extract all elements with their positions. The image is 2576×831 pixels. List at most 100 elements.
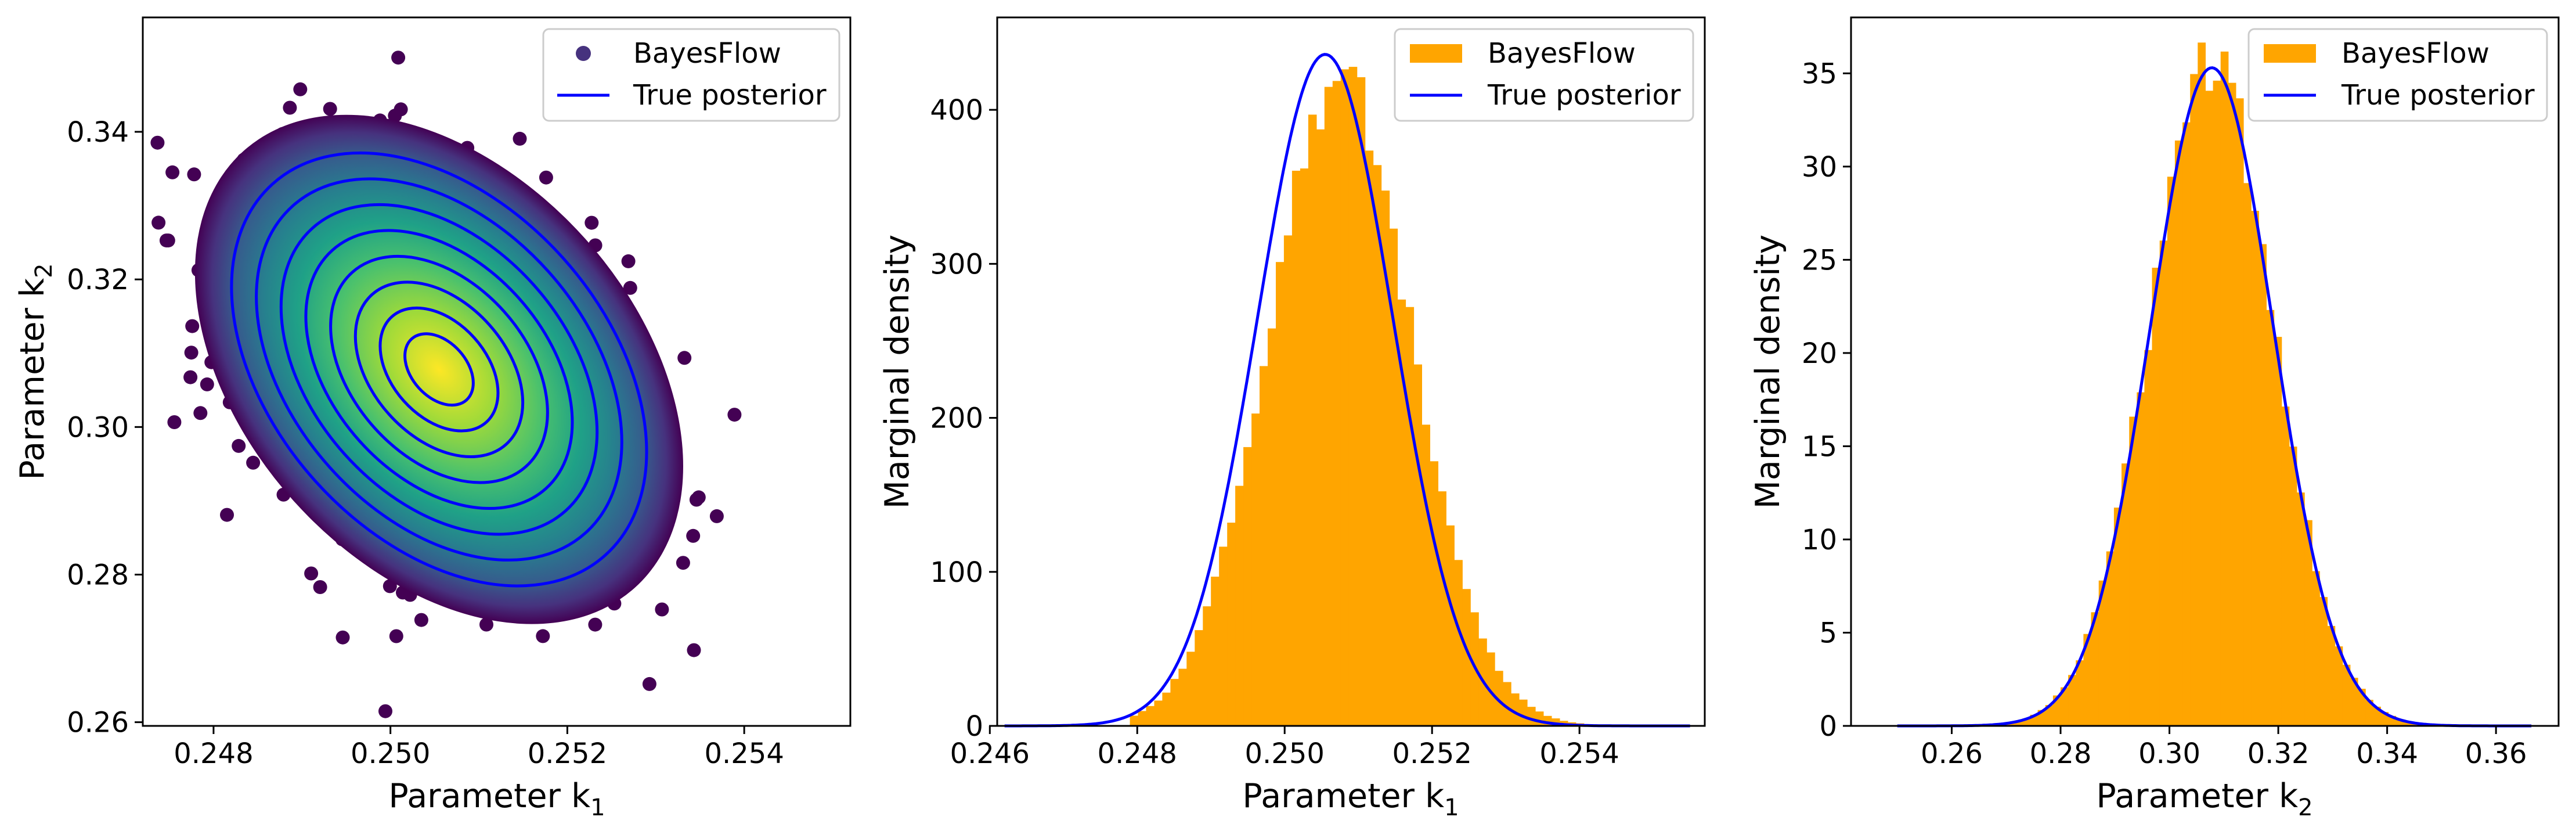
histogram-bar bbox=[2144, 350, 2153, 726]
legend-box bbox=[542, 28, 840, 122]
histogram-bar bbox=[2266, 310, 2275, 726]
y-tick-label: 0.28 bbox=[67, 559, 129, 591]
histogram-bar bbox=[2395, 719, 2404, 726]
y-axis-label: Marginal density bbox=[878, 235, 917, 509]
sample-point bbox=[727, 408, 742, 422]
histogram-bar bbox=[1283, 235, 1293, 726]
sample-point bbox=[323, 102, 337, 116]
histogram-bar bbox=[2228, 82, 2236, 726]
histogram-bar bbox=[1438, 491, 1446, 726]
histogram-bar bbox=[1235, 485, 1244, 726]
sample-point bbox=[283, 100, 297, 115]
sample-point bbox=[642, 677, 656, 691]
histogram-bar bbox=[1211, 577, 1220, 726]
histogram-bar bbox=[1260, 366, 1268, 726]
plot-frame bbox=[142, 16, 852, 727]
sample-point bbox=[655, 602, 669, 617]
legend-label-true-posterior: True posterior bbox=[1487, 79, 1681, 111]
contour-line bbox=[304, 229, 574, 510]
histogram-bar bbox=[1146, 706, 1155, 726]
x-tick-label: 0.254 bbox=[704, 738, 784, 770]
x-axis-label: Parameter k1 bbox=[388, 777, 605, 821]
histogram-bar bbox=[2373, 706, 2381, 726]
histogram-bar bbox=[1535, 711, 1544, 726]
histogram-bar bbox=[2061, 687, 2069, 726]
histogram-bar bbox=[2152, 268, 2160, 726]
y-axis-ticks: 0 100 200 300 400 bbox=[930, 94, 997, 743]
contour-line bbox=[230, 151, 648, 588]
histogram-bar bbox=[1356, 77, 1366, 726]
y-tick-label: 35 bbox=[1802, 57, 1837, 90]
histogram-bar bbox=[2083, 634, 2092, 726]
y-tick-label: 15 bbox=[1802, 430, 1837, 463]
histogram-bar bbox=[2243, 183, 2252, 726]
sample-point bbox=[193, 406, 208, 420]
histogram-bar bbox=[1340, 69, 1350, 726]
histogram-bar bbox=[2365, 700, 2373, 726]
y-tick-label: 5 bbox=[1819, 617, 1837, 649]
histogram-bar bbox=[2289, 447, 2297, 726]
y-tick-label: 400 bbox=[930, 94, 983, 127]
y-tick-label: 200 bbox=[930, 402, 983, 435]
histogram-bar bbox=[1178, 668, 1187, 726]
x-tick-label: 0.26 bbox=[1921, 738, 1983, 770]
sample-point bbox=[677, 351, 692, 365]
histogram-bar bbox=[2205, 91, 2214, 726]
contour-line bbox=[353, 280, 525, 458]
x-tick-label: 0.36 bbox=[2465, 738, 2527, 770]
histogram-bar bbox=[2052, 695, 2061, 726]
histogram-bar bbox=[2335, 646, 2343, 726]
x-tick-label: 0.32 bbox=[2247, 738, 2310, 770]
histogram-bar bbox=[2076, 660, 2084, 726]
histogram-bar bbox=[1495, 671, 1503, 726]
histogram-bar bbox=[2106, 551, 2115, 726]
histogram-bar bbox=[1300, 168, 1309, 726]
histogram-bar bbox=[1454, 560, 1463, 726]
histogram-bar bbox=[2190, 74, 2198, 726]
histogram-bar bbox=[2350, 678, 2358, 726]
sample-point bbox=[150, 135, 165, 150]
legend: BayesFlow True posterior bbox=[2247, 28, 2548, 122]
histogram-bar bbox=[2358, 689, 2366, 726]
histogram-bar bbox=[2319, 597, 2328, 726]
sample-point bbox=[293, 82, 308, 96]
contour-line bbox=[378, 306, 500, 433]
y-tick-label: 0 bbox=[965, 710, 983, 743]
histogram-bar bbox=[1251, 413, 1260, 726]
histogram-bar bbox=[1276, 262, 1285, 726]
legend-label-true-posterior: True posterior bbox=[633, 79, 827, 111]
x-tick-label: 0.252 bbox=[528, 738, 607, 770]
x-axis-ticks: 0.248 0.250 0.252 0.254 bbox=[174, 726, 784, 770]
histogram-bar bbox=[1227, 523, 1236, 726]
histogram-bar bbox=[2297, 492, 2305, 726]
histogram-bar bbox=[2403, 721, 2412, 726]
histogram-bar bbox=[1487, 652, 1495, 726]
histogram-bar bbox=[1389, 228, 1398, 726]
sample-point bbox=[391, 51, 406, 65]
y-tick-label: 20 bbox=[1802, 337, 1837, 370]
histogram-bar bbox=[1381, 190, 1390, 726]
histogram-bar bbox=[2129, 416, 2137, 726]
histogram-bar bbox=[1195, 630, 1203, 726]
histogram-bar bbox=[2113, 508, 2122, 726]
histogram-bar bbox=[2068, 675, 2076, 726]
histogram-bar bbox=[1527, 707, 1536, 726]
histogram-bar bbox=[1332, 81, 1341, 726]
x-tick-label: 0.28 bbox=[2030, 738, 2092, 770]
histogram-bar bbox=[1511, 693, 1520, 726]
sample-point bbox=[200, 377, 214, 391]
histogram-bar bbox=[1308, 114, 1317, 726]
y-tick-label: 0.32 bbox=[67, 264, 129, 296]
histogram-bar bbox=[1291, 171, 1301, 726]
contour-line bbox=[403, 332, 475, 407]
histogram-bar bbox=[2213, 80, 2221, 726]
x-tick-label: 0.34 bbox=[2356, 738, 2418, 770]
x-axis-ticks: 0.246 0.248 0.250 0.252 0.254 bbox=[950, 726, 1619, 770]
histogram-bar bbox=[1405, 307, 1415, 726]
histogram-bar bbox=[2251, 211, 2259, 726]
y-axis-label: Marginal density bbox=[1749, 235, 1787, 509]
y-tick-label: 0 bbox=[1819, 710, 1837, 743]
histogram-bar bbox=[1446, 525, 1455, 726]
sample-point bbox=[623, 280, 637, 295]
